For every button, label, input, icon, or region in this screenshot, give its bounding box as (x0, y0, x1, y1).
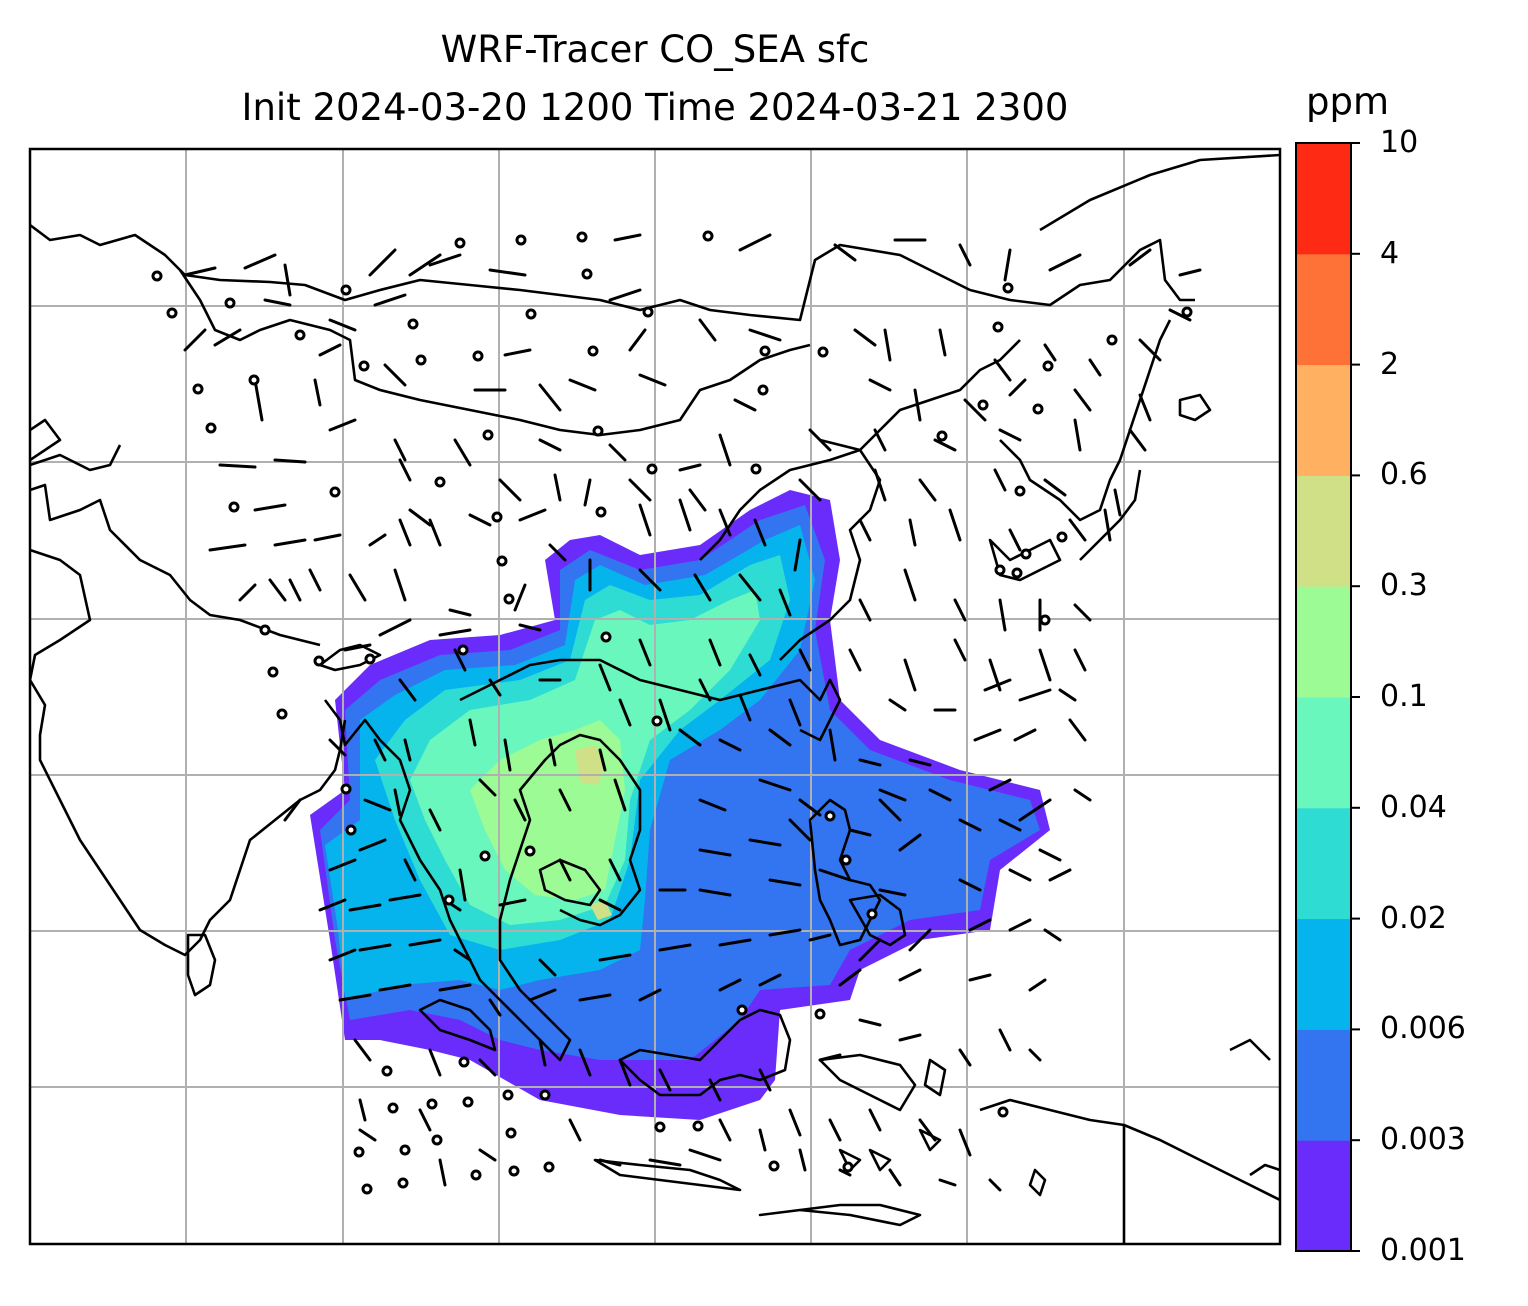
colorbar-unit-label: ppm (1306, 80, 1390, 123)
colorbar-segment (1296, 1140, 1351, 1252)
colorbar-tick-label: 0.1 (1380, 679, 1428, 714)
map-frame (28, 147, 1282, 1246)
colorbar (1296, 142, 1360, 1252)
colorbar-frame (1295, 142, 1352, 1252)
colorbar-tick-label: 0.04 (1380, 789, 1447, 825)
colorbar-segment (1296, 475, 1351, 587)
coastlines (30, 153, 1280, 1244)
map-title-line2: Init 2024-03-20 1200 Time 2024-03-21 230… (241, 86, 1069, 129)
wind-barbs (183, 233, 1202, 1192)
tracer-concentration-field (310, 490, 1050, 1120)
colorbar-tick-label: 0.02 (1380, 900, 1447, 936)
colorbar-tick-label: 0.001 (1380, 1233, 1466, 1268)
colorbar-tick-label: 2 (1380, 346, 1400, 382)
colorbar-segment (1296, 143, 1351, 255)
colorbar-segment (1296, 253, 1351, 366)
colorbar-tick-label: 0.6 (1380, 457, 1428, 493)
map-gridlines (30, 149, 1280, 1244)
colorbar-segment (1296, 364, 1351, 476)
colorbar-tick-label: 10 (1380, 125, 1419, 160)
calm-wind-markers (151, 230, 1193, 1195)
colorbar-tick-label: 0.3 (1380, 568, 1428, 604)
colorbar-tick-label: 0.003 (1380, 1122, 1466, 1158)
colorbar-segment (1296, 807, 1351, 920)
colorbar-segment (1296, 918, 1351, 1030)
map-area (30, 149, 1280, 1244)
field-level-0.3 (575, 745, 612, 920)
colorbar-segment (1296, 1029, 1351, 1141)
colorbar-tick-label: 0.006 (1380, 1011, 1466, 1047)
colorbar-segment (1296, 697, 1351, 809)
colorbar-segment (1296, 586, 1351, 698)
colorbar-tick-label: 4 (1380, 235, 1400, 271)
map-title-line1: WRF-Tracer CO_SEA sfc (440, 28, 870, 71)
